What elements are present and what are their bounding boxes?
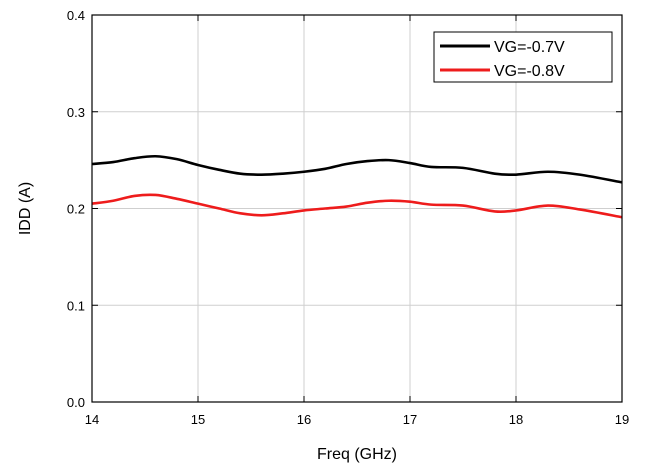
y-tick-label: 0.1 <box>67 298 85 313</box>
tick-labels: 14 15 16 17 18 19 0.0 0.1 0.2 0.3 0.4 <box>67 8 629 427</box>
x-tick-label: 14 <box>85 412 99 427</box>
x-tick-label: 17 <box>403 412 417 427</box>
x-tick-label: 19 <box>615 412 629 427</box>
series-line-vg-0.8v <box>91 193 623 219</box>
x-tick-label: 16 <box>297 412 311 427</box>
x-tick-label: 15 <box>191 412 205 427</box>
legend-box <box>433 31 613 83</box>
legend-label-vg-0.8v: VG=-0.8V <box>494 63 565 80</box>
series-layer <box>91 154 623 219</box>
legend: VG=-0.7V VG=-0.8V <box>433 31 613 83</box>
y-tick-label: 0.2 <box>67 202 85 217</box>
axis-ticks <box>91 14 623 403</box>
legend-label-vg-0.7v: VG=-0.7V <box>494 39 565 56</box>
y-axis-title: IDD (A) <box>17 182 34 235</box>
series-line-vg-0.7v <box>91 154 623 184</box>
y-tick-label: 0.0 <box>67 395 85 410</box>
x-axis-title: Freq (GHz) <box>317 446 397 463</box>
y-tick-label: 0.4 <box>67 8 85 23</box>
x-tick-label: 18 <box>509 412 523 427</box>
y-tick-label: 0.3 <box>67 105 85 120</box>
